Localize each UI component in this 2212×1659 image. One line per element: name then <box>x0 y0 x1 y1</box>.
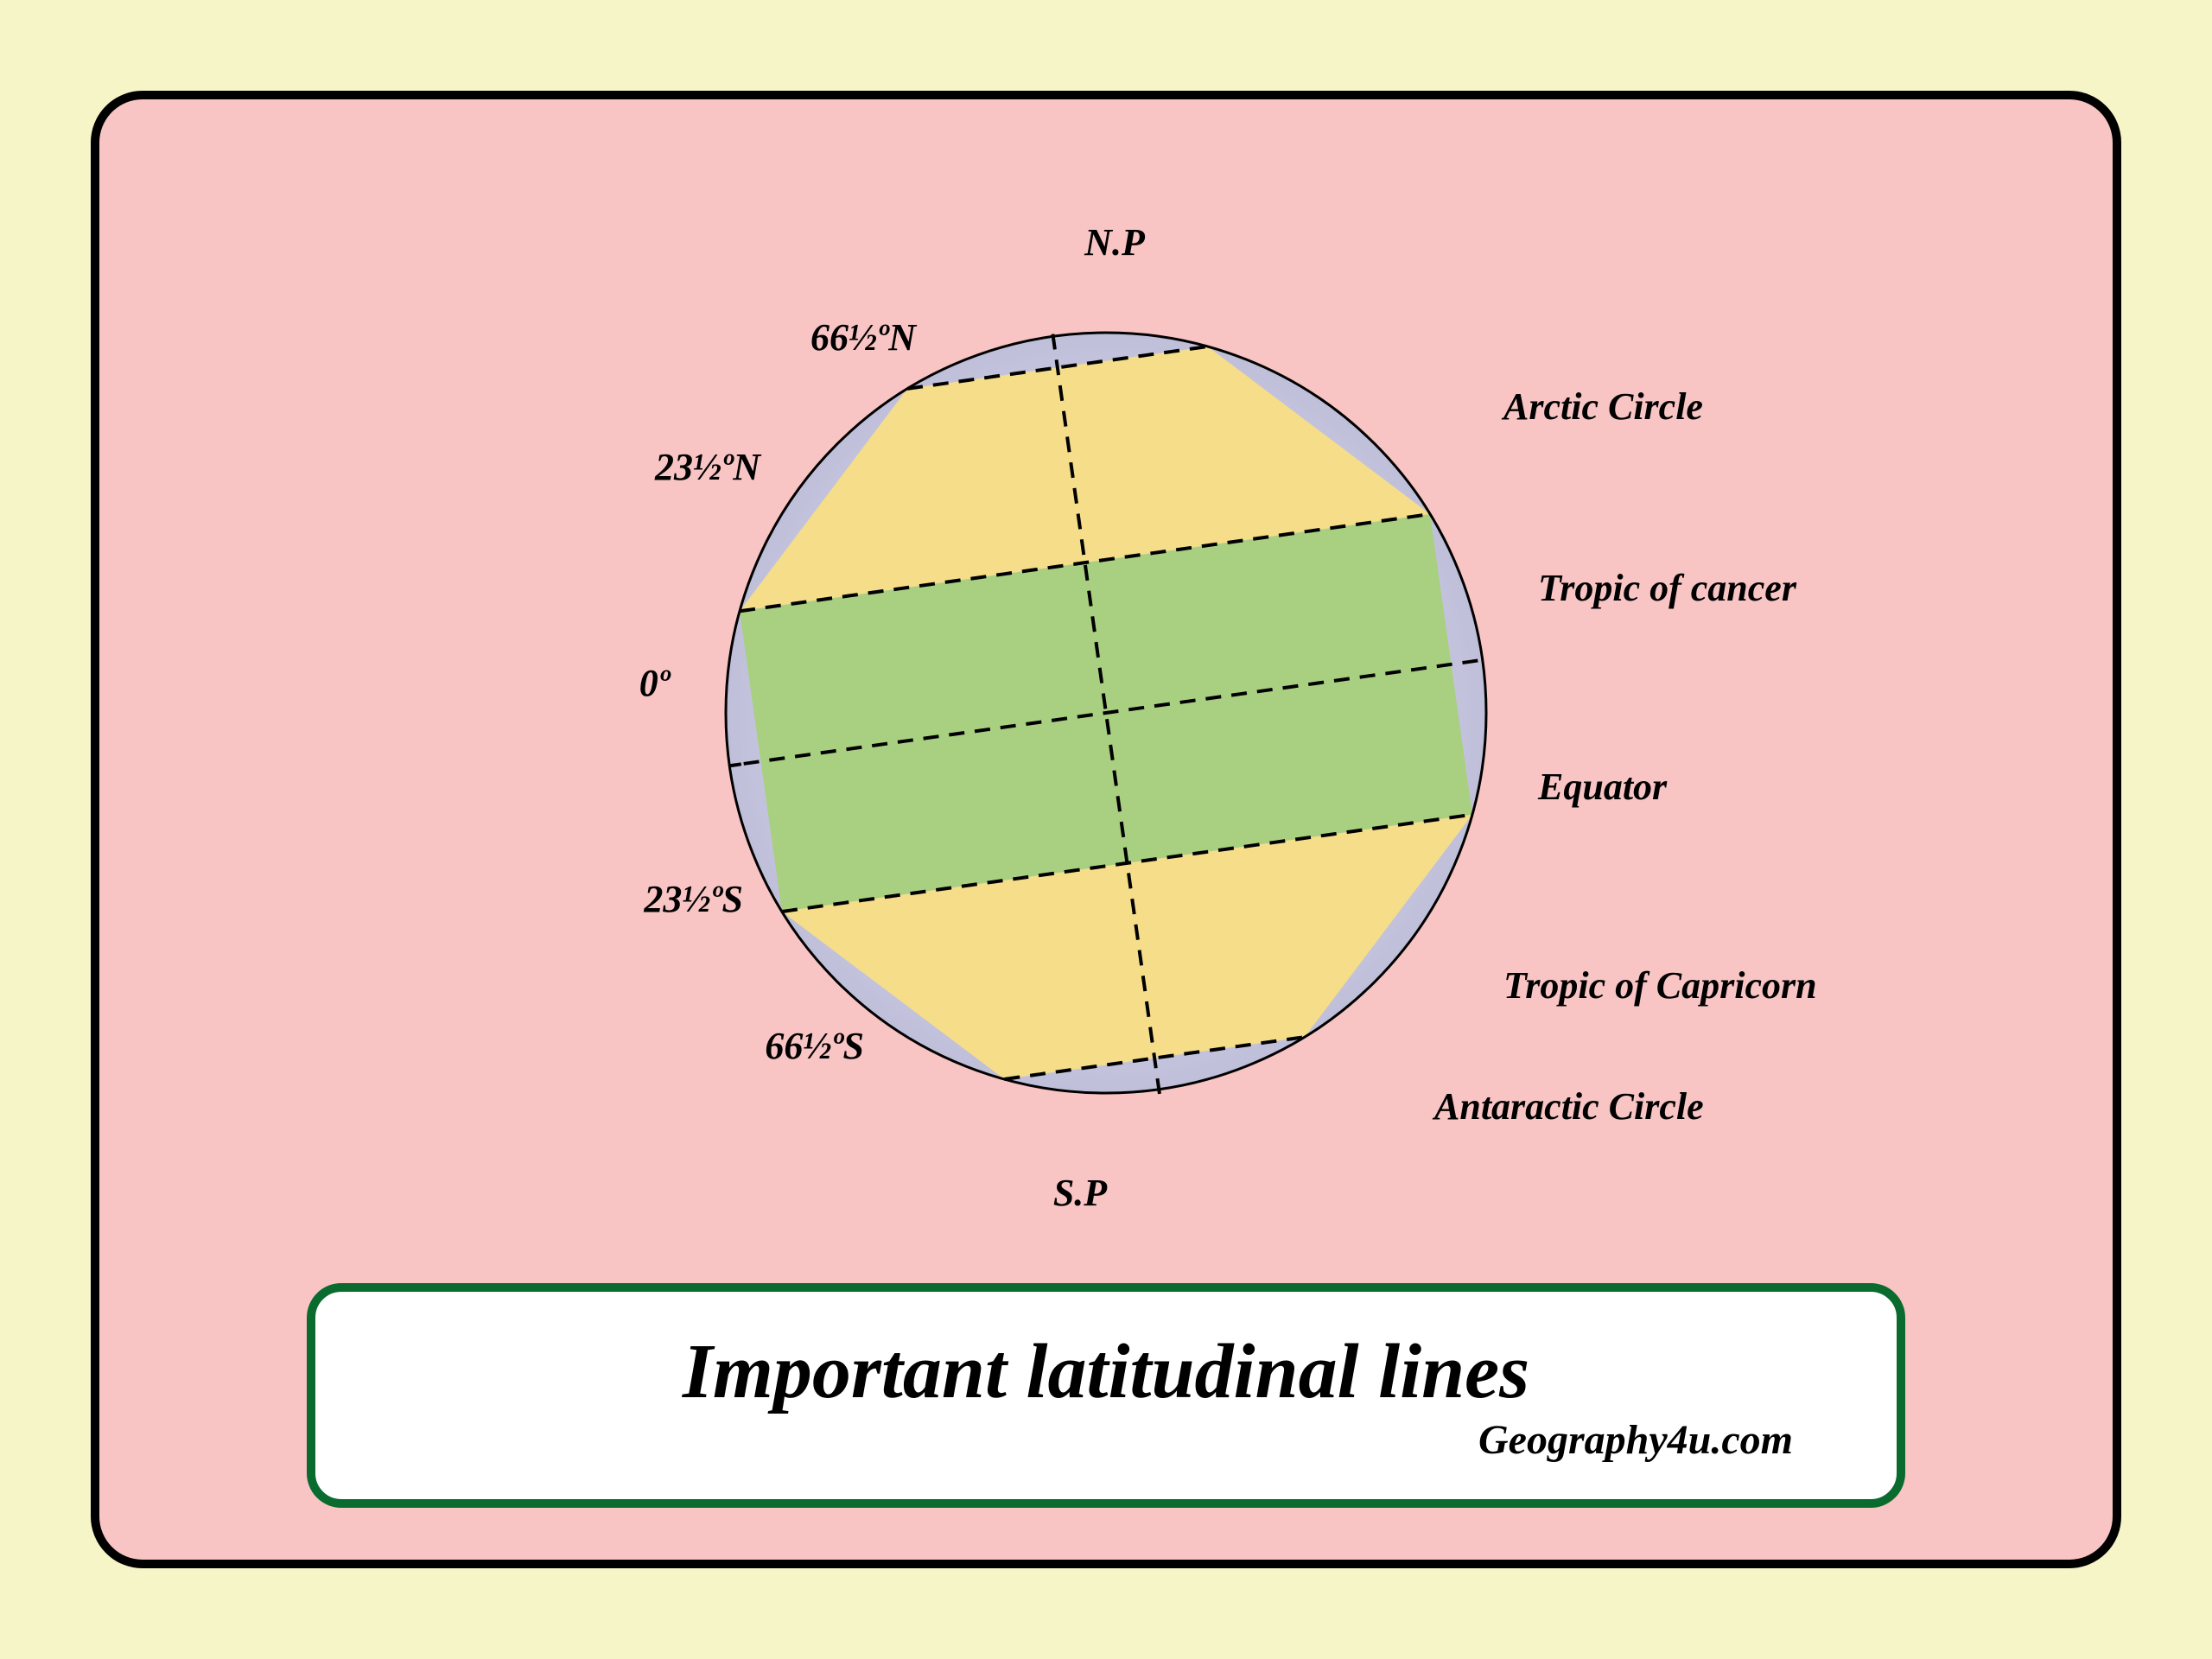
diagram-source: Geography4u.com <box>1478 1416 1793 1464</box>
label-arctic_deg: 66½ºN <box>810 316 918 359</box>
label-antarctic_deg: 66½ºS <box>765 1025 864 1067</box>
label-equator_deg: 0º <box>639 662 671 704</box>
label-equator: Equator <box>1537 766 1668 808</box>
globe-svg: N.P S.P 66½ºN 23½ºN 0º 23½ºS 66½ºS Arctic Circl… <box>328 194 1884 1231</box>
label-north_pole: N.P <box>1084 221 1146 264</box>
label-cancer_deg: 23½ºN <box>654 446 762 488</box>
inner-frame: N.P S.P 66½ºN 23½ºN 0º 23½ºS 66½ºS Arctic Circl… <box>91 91 2121 1568</box>
label-cancer: Tropic of cancer <box>1538 567 1797 609</box>
diagram-title: Important latitudinal lines <box>683 1327 1529 1416</box>
label-capricorn: Tropic of Capricorn <box>1503 964 1817 1007</box>
globe-container: N.P S.P 66½ºN 23½ºN 0º 23½ºS 66½ºS Arctic Circl… <box>328 194 1884 1231</box>
label-capricorn_deg: 23½ºS <box>643 878 743 920</box>
title-box: Important latitudinal lines Geography4u.… <box>307 1283 1905 1508</box>
label-arctic: Arctic Circle <box>1501 385 1703 428</box>
label-south_pole: S.P <box>1053 1172 1108 1214</box>
outer-frame: N.P S.P 66½ºN 23½ºN 0º 23½ºS 66½ºS Arctic Circl… <box>60 60 2152 1599</box>
label-antarctic: Antaractic Circle <box>1432 1085 1704 1128</box>
